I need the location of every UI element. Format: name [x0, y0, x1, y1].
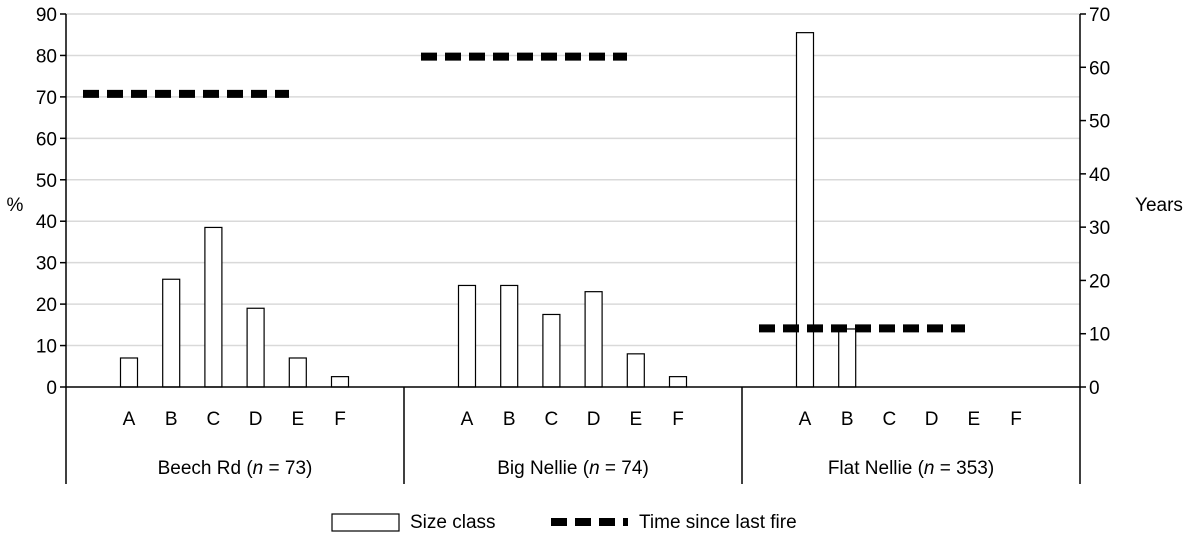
- fire-lines: [83, 52, 965, 333]
- y-tick-label: 10: [36, 337, 57, 358]
- bar: [626, 353, 645, 388]
- y-tick-label: 60: [36, 129, 57, 150]
- y2-tick-label: 30: [1089, 218, 1110, 239]
- bar: [246, 307, 265, 388]
- y-tick-label: 70: [36, 88, 57, 109]
- category-label: B: [503, 409, 516, 430]
- bar: [500, 284, 519, 388]
- category-label: A: [461, 409, 474, 430]
- category-label: D: [925, 409, 939, 430]
- bar: [330, 376, 350, 388]
- y2-tick-label: 50: [1089, 112, 1110, 133]
- category-label: A: [123, 409, 136, 430]
- category-label: E: [291, 409, 304, 430]
- group-label: Flat Nellie (n = 353): [828, 458, 994, 479]
- category-label: C: [207, 409, 221, 430]
- legend-bar-label: Size class: [410, 512, 496, 533]
- category-label: D: [249, 409, 263, 430]
- y2-axis-label: Years: [1135, 195, 1183, 216]
- axis-labels: 0 10 20 30 40 50 60 70 80 90 0 10 20 30 40 50 60 70 A B C D E F…: [36, 5, 1110, 479]
- category-label: F: [672, 409, 684, 430]
- legend-line-label: Time since last fire: [639, 512, 797, 533]
- y-tick-label: 90: [36, 5, 57, 26]
- y-tick-label: 40: [36, 212, 57, 233]
- bar: [584, 291, 603, 388]
- y2-tick-label: 10: [1089, 325, 1110, 346]
- y2-tick-label: 60: [1089, 58, 1110, 79]
- bars: [119, 32, 857, 388]
- y-tick-label: 50: [36, 171, 57, 192]
- category-label: E: [629, 409, 642, 430]
- category-label: C: [545, 409, 559, 430]
- y2-tick-label: 40: [1089, 165, 1110, 186]
- y2-tick-label: 70: [1089, 5, 1110, 26]
- category-label: A: [799, 409, 812, 430]
- category-label: C: [883, 409, 897, 430]
- bar: [838, 328, 857, 388]
- legend-bar-swatch: [331, 513, 400, 532]
- bar: [288, 357, 307, 388]
- bar: [795, 32, 815, 388]
- group-label: Beech Rd (n = 73): [158, 458, 313, 479]
- y-tick-label: 30: [36, 254, 57, 275]
- y-tick-label: 80: [36, 46, 57, 67]
- y-tick-label: 20: [36, 295, 57, 316]
- category-label: D: [587, 409, 601, 430]
- category-label: F: [1010, 409, 1022, 430]
- legend: Size class Time since last fire: [331, 512, 797, 533]
- group-label: Big Nellie (n = 74): [497, 458, 649, 479]
- category-label: B: [841, 409, 854, 430]
- bar: [162, 278, 181, 388]
- bar: [119, 357, 139, 388]
- bar: [542, 313, 561, 388]
- bar: [204, 226, 223, 388]
- bar: [457, 284, 477, 388]
- y-axis-label: %: [7, 195, 24, 216]
- y2-tick-label: 0: [1089, 378, 1100, 399]
- axes: [60, 13, 1086, 484]
- category-label: E: [967, 409, 980, 430]
- category-label: F: [334, 409, 346, 430]
- y2-tick-label: 20: [1089, 271, 1110, 292]
- y-tick-label: 0: [46, 378, 57, 399]
- bar: [668, 376, 688, 388]
- category-label: B: [165, 409, 178, 430]
